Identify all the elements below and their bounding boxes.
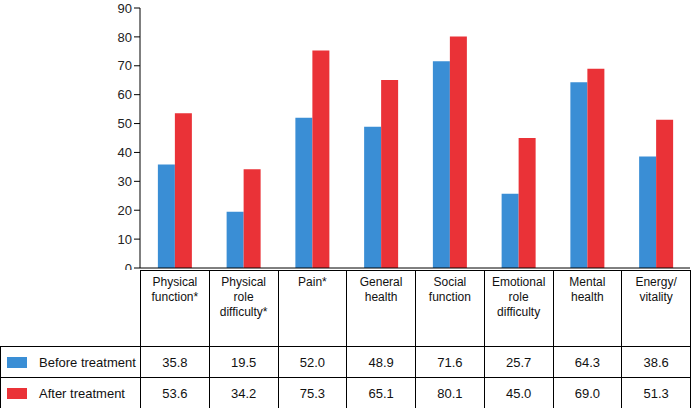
svg-text:10: 10 [118,232,132,247]
html-text:Emotional role difficulty: Emotional role difficulty [491,275,546,319]
html-text:Social function: Social function [428,275,471,304]
svg-text:80: 80 [118,30,132,45]
html-text:51.3: 51.3 [643,385,669,401]
html-text:34.2: 34.2 [231,385,257,401]
html-text:53.6: 53.6 [162,385,188,401]
html-text:Energy/ vitality: Energy/ vitality [635,275,677,304]
html-text:After treatment: After treatment [39,386,125,401]
html-text:69.0: 69.0 [574,385,600,401]
html-text:Physical role difficulty*: Physical role difficulty* [219,275,268,319]
html-text:52.0: 52.0 [299,354,325,370]
svg-text:70: 70 [118,58,132,73]
html-text:65.1: 65.1 [368,385,394,401]
html-text:45.0: 45.0 [506,385,532,401]
html-text:71.6: 71.6 [437,354,463,370]
svg-text:30: 30 [118,174,132,189]
html-text:80.1: 80.1 [437,385,463,401]
html-text:64.3: 64.3 [574,354,600,370]
svg-text:40: 40 [118,145,132,160]
svg-text:50: 50 [118,116,132,131]
html-text:Pain*: Pain* [298,275,327,289]
svg-text:0: 0 [125,261,132,270]
html-text:Mental health: Mental health [569,275,606,304]
html-text:75.3: 75.3 [299,385,325,401]
html-text:19.5: 19.5 [231,354,257,370]
html-text:38.6: 38.6 [643,354,669,370]
html-text:35.8: 35.8 [162,354,188,370]
html-text:Before treatment: Before treatment [39,355,136,370]
svg-text:20: 20 [118,203,132,218]
html-text:25.7: 25.7 [506,354,532,370]
html-text:General health: General health [359,275,403,304]
svg-text:90: 90 [118,1,132,16]
html-text:48.9: 48.9 [368,354,394,370]
svg-text:60: 60 [118,87,132,102]
html-text:Physical function*: Physical function* [151,275,199,304]
